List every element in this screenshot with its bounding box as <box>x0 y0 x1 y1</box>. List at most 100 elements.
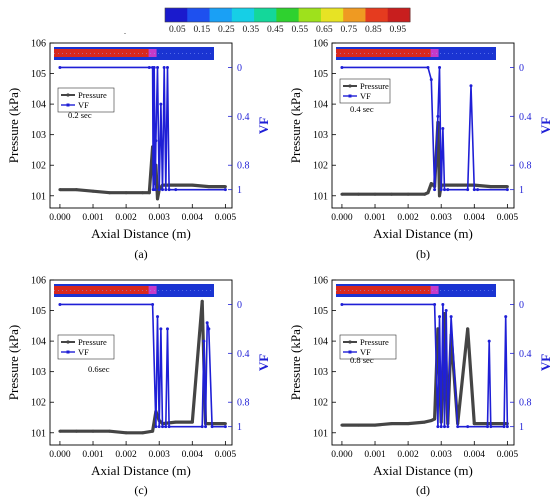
data-point-vf <box>446 188 450 192</box>
legend-item-vf: VF <box>61 100 89 110</box>
data-point-vf <box>174 188 178 192</box>
data-point-pressure <box>340 192 344 196</box>
plot-frame <box>331 42 515 209</box>
x-tick-label: 0.001 <box>82 213 104 223</box>
time-annotation: 0.2 sec <box>68 110 92 120</box>
colorbar-tick-label: 0.15 <box>193 25 210 35</box>
chart-panel-b: 0.000 0.001 0.002 0.003 0.004 0.005 101 102 103 1… <box>288 39 550 262</box>
phase-strip-liquid <box>54 286 153 294</box>
data-point-vf <box>154 425 158 429</box>
data-point-vf <box>433 188 437 192</box>
y2-axis-label: VF <box>538 354 550 371</box>
x-tick-label: 0.005 <box>215 450 237 460</box>
y2-tick-label: 0 <box>237 300 242 311</box>
data-point-vf <box>443 188 447 192</box>
data-point-pressure <box>373 192 377 196</box>
legend-item-pressure: Pressure <box>343 337 389 347</box>
x-tick-label: 0.004 <box>182 450 204 460</box>
x-tick-label: 0.001 <box>82 450 104 460</box>
colorbar: 0.05 0.15 0.25 0.35 0.45 0.55 0.65 0.75 0.85 0.95… <box>124 7 411 36</box>
data-point-vf <box>469 84 473 88</box>
y-tick-label: 105 <box>31 306 46 317</box>
plot-frame <box>331 279 515 446</box>
data-point-vf <box>157 425 161 429</box>
data-point-vf <box>156 315 160 319</box>
data-point-vf <box>161 188 165 192</box>
colorbar-tick-label: 0.65 <box>316 25 333 35</box>
y2-tick-label: 0.4 <box>519 112 532 123</box>
y-tick-label: 106 <box>31 39 46 50</box>
x-tick-label: 0.005 <box>497 450 519 460</box>
data-point-vf <box>159 102 163 106</box>
x-tick-label: 0.001 <box>364 213 386 223</box>
legend-item-pressure: Pressure <box>61 90 107 100</box>
data-point-pressure <box>356 192 360 196</box>
data-point-vf <box>426 65 430 69</box>
plot-frame <box>49 42 233 209</box>
y-axis-label: Pressure (kPa) <box>6 88 21 163</box>
y-axis-label: Pressure (kPa) <box>288 88 303 163</box>
x-tick-label: 0.000 <box>49 450 71 460</box>
y2-axis-label: VF <box>256 354 271 371</box>
data-point-pressure <box>58 188 62 192</box>
y2-tick-label: 0.8 <box>519 161 532 172</box>
chart-panel-d: 0.000 0.001 0.002 0.003 0.004 0.005 101 102 103 1… <box>288 276 550 498</box>
y-tick-label: 106 <box>313 276 328 287</box>
data-point-pressure <box>505 185 509 189</box>
y-tick-label: 105 <box>313 69 328 80</box>
x-tick-label: 0.004 <box>464 213 486 223</box>
colorbar-tick-label: 0.55 <box>291 25 308 35</box>
data-point-vf <box>58 65 62 69</box>
data-point-vf <box>436 114 440 118</box>
data-point-vf <box>340 65 344 69</box>
data-point-vf <box>449 315 453 319</box>
legend-label-vf: VF <box>78 347 89 357</box>
x-axis-label: Axial Distance (m) <box>373 463 473 478</box>
y-tick-label: 102 <box>31 398 46 409</box>
phase-strip-interface <box>430 286 439 294</box>
data-point-pressure <box>147 191 151 195</box>
data-point-pressure <box>141 431 145 435</box>
data-point-pressure <box>156 197 160 201</box>
panel-label: (a) <box>134 247 147 261</box>
data-point-vf <box>223 188 227 192</box>
x-tick-label: 0.005 <box>215 213 237 223</box>
legend-marker-vf <box>66 103 70 107</box>
data-point-vf <box>157 188 161 192</box>
y2-tick-label: 0.4 <box>237 349 250 360</box>
data-point-vf <box>58 302 62 306</box>
data-point-vf <box>456 425 460 429</box>
data-point-vf <box>164 425 168 429</box>
data-point-vf <box>433 302 437 306</box>
x-tick-label: 0.004 <box>182 213 204 223</box>
phase-strip-interface <box>148 286 157 294</box>
data-point-pressure <box>429 182 433 186</box>
legend-label-pressure: Pressure <box>360 81 389 91</box>
data-point-vf <box>210 425 214 429</box>
data-point-pressure <box>207 185 211 189</box>
y2-tick-label: 0.8 <box>237 398 250 409</box>
chart-panel-a: 0.000 0.001 0.002 0.003 0.004 0.005 101 102 103 1… <box>6 39 271 262</box>
data-point-pressure <box>200 299 204 303</box>
y-tick-label: 102 <box>313 161 328 172</box>
colorbar-swatch <box>187 8 211 22</box>
data-point-vf <box>438 315 442 319</box>
data-point-vf <box>200 425 204 429</box>
x-tick-label: 0.002 <box>397 213 419 223</box>
x-tick-label: 0.000 <box>331 450 353 460</box>
legend-item-vf: VF <box>61 347 89 357</box>
data-point-pressure <box>356 423 360 427</box>
x-tick-label: 0.003 <box>149 213 171 223</box>
data-point-pressure <box>91 189 95 193</box>
colorbar-swatch <box>209 8 233 22</box>
y-tick-label: 103 <box>313 130 328 141</box>
y-tick-label: 104 <box>31 100 46 111</box>
phase-strip-interface <box>148 49 157 57</box>
x-tick-label: 0.002 <box>115 450 137 460</box>
legend-item-pressure: Pressure <box>343 81 389 91</box>
y2-tick-label: 0 <box>519 300 524 311</box>
data-point-vf <box>472 188 476 192</box>
data-point-pressure <box>466 327 470 331</box>
data-point-pressure <box>423 192 427 196</box>
data-point-vf <box>202 339 206 343</box>
